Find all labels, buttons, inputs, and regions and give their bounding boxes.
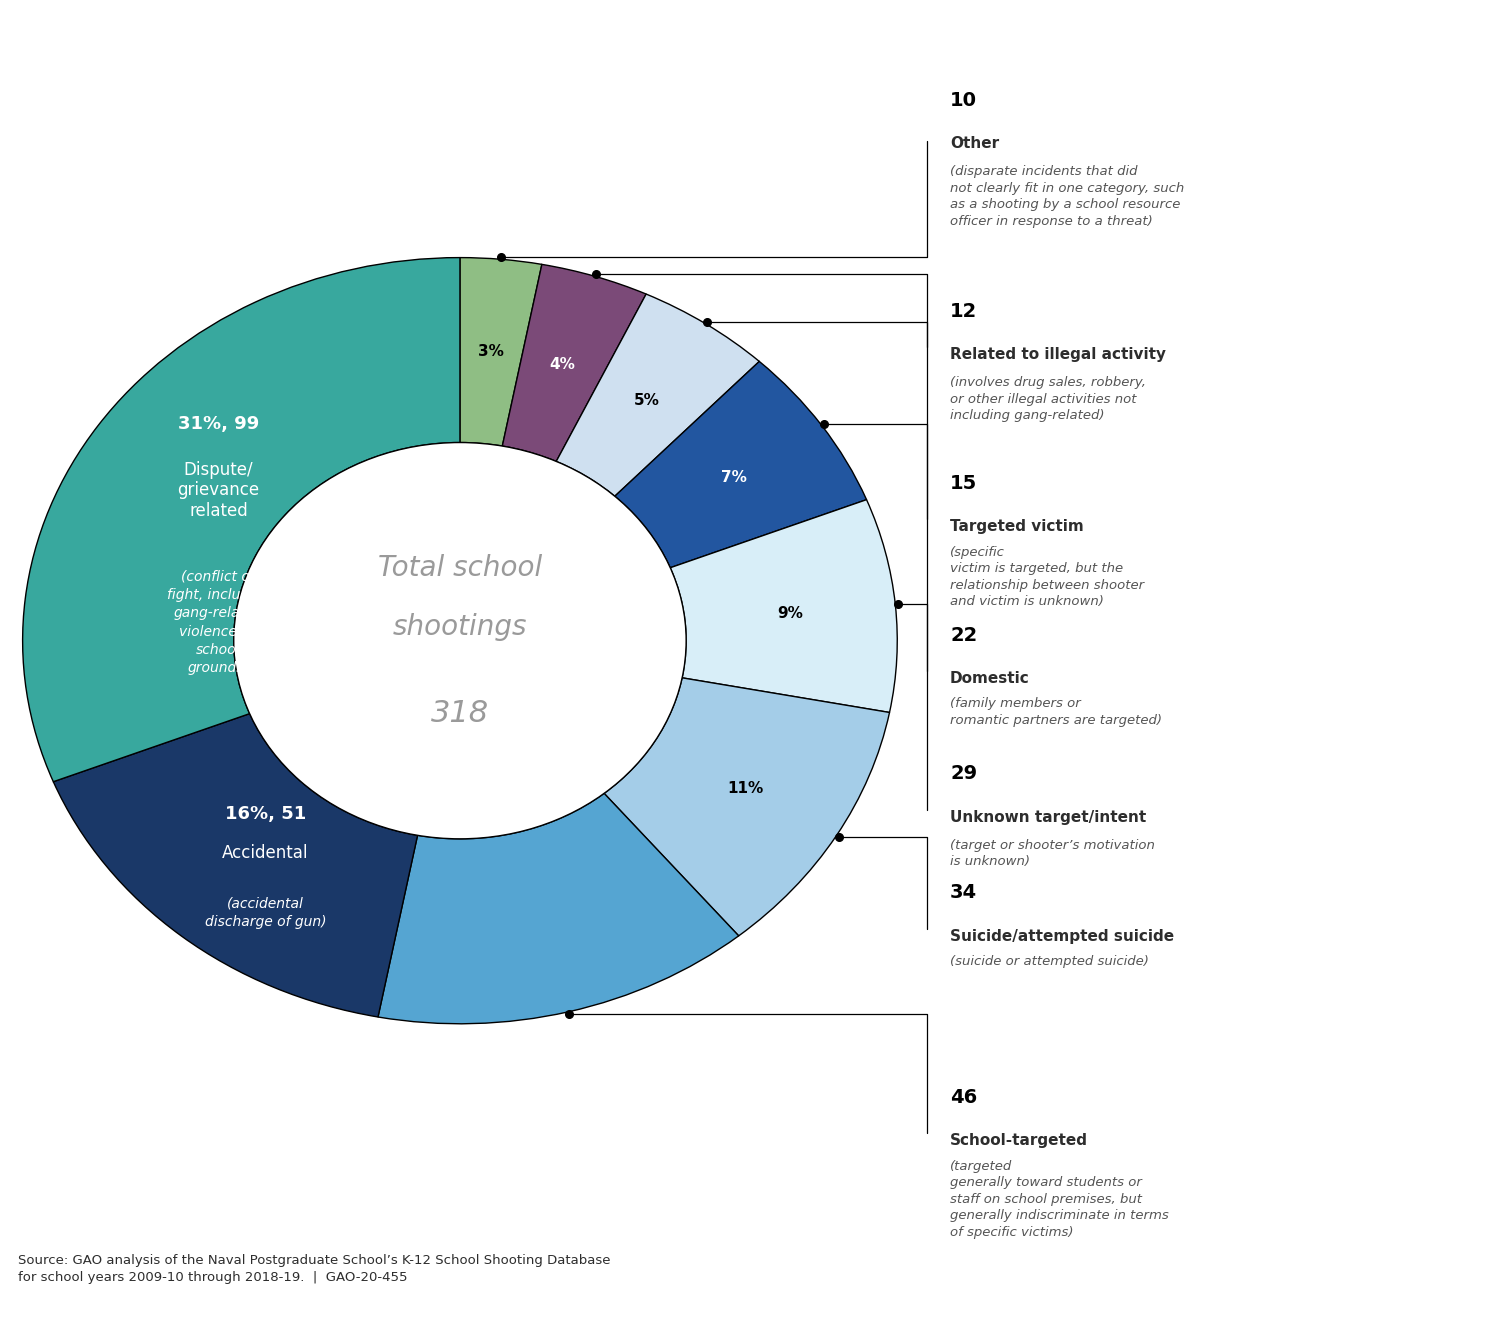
Wedge shape: [53, 713, 418, 1017]
Text: Total school: Total school: [379, 553, 541, 583]
Text: (family members or
romantic partners are targeted): (family members or romantic partners are…: [950, 697, 1163, 727]
Text: Domestic: Domestic: [950, 671, 1030, 686]
Text: (target or shooter’s motivation
is unknown): (target or shooter’s motivation is unkno…: [950, 839, 1155, 868]
Text: (specific
victim is targeted, but the
relationship between shooter
and victim is: (specific victim is targeted, but the re…: [950, 546, 1145, 608]
Text: shootings: shootings: [392, 613, 528, 642]
Text: 46: 46: [950, 1089, 977, 1107]
Text: 16%, 51: 16%, 51: [225, 804, 306, 823]
Text: 31%, 99: 31%, 99: [178, 415, 259, 433]
Text: Other: Other: [950, 136, 1000, 151]
Text: 318: 318: [431, 699, 489, 728]
Text: 4%: 4%: [549, 357, 576, 371]
Circle shape: [234, 443, 686, 839]
Text: Unknown target/intent: Unknown target/intent: [950, 810, 1146, 824]
Text: Accidental: Accidental: [222, 844, 309, 863]
Text: (accidental
discharge of gun): (accidental discharge of gun): [205, 897, 326, 929]
Text: 9%: 9%: [777, 606, 804, 621]
Wedge shape: [615, 362, 867, 568]
Wedge shape: [502, 264, 645, 461]
Text: 22: 22: [950, 626, 977, 645]
Text: Suicide/attempted suicide: Suicide/attempted suicide: [950, 929, 1175, 943]
Text: 5%: 5%: [633, 392, 659, 408]
Text: 7%: 7%: [721, 470, 748, 485]
Wedge shape: [460, 258, 541, 446]
Text: (conflict or
fight, including
gang-related
violence on
school
grounds): (conflict or fight, including gang-relat…: [167, 569, 270, 675]
Text: Source: GAO analysis of the Naval Postgraduate School’s K-12 School Shooting Dat: Source: GAO analysis of the Naval Postgr…: [18, 1254, 611, 1284]
Text: (targeted
generally toward students or
staff on school premises, but
generally i: (targeted generally toward students or s…: [950, 1160, 1169, 1239]
Text: 3%: 3%: [478, 343, 504, 359]
Text: Related to illegal activity: Related to illegal activity: [950, 347, 1166, 362]
Wedge shape: [605, 678, 890, 935]
Text: (involves drug sales, robbery,
or other illegal activities not
including gang-re: (involves drug sales, robbery, or other …: [950, 376, 1146, 423]
Wedge shape: [670, 499, 897, 712]
Text: Targeted victim: Targeted victim: [950, 519, 1084, 534]
Wedge shape: [556, 295, 760, 497]
Text: 10: 10: [950, 91, 977, 110]
Wedge shape: [379, 794, 739, 1024]
Text: 15: 15: [950, 474, 977, 493]
Text: 34: 34: [950, 884, 977, 902]
Text: 12: 12: [950, 303, 977, 321]
Text: (disparate incidents that did
not clearly fit in one category, such
as a shootin: (disparate incidents that did not clearl…: [950, 165, 1184, 227]
Wedge shape: [23, 258, 460, 782]
Text: 11%: 11%: [727, 781, 763, 797]
Text: Dispute/
grievance
related: Dispute/ grievance related: [178, 461, 259, 520]
Text: School-targeted: School-targeted: [950, 1133, 1089, 1148]
Text: (suicide or attempted suicide): (suicide or attempted suicide): [950, 955, 1149, 968]
Text: 29: 29: [950, 765, 977, 783]
